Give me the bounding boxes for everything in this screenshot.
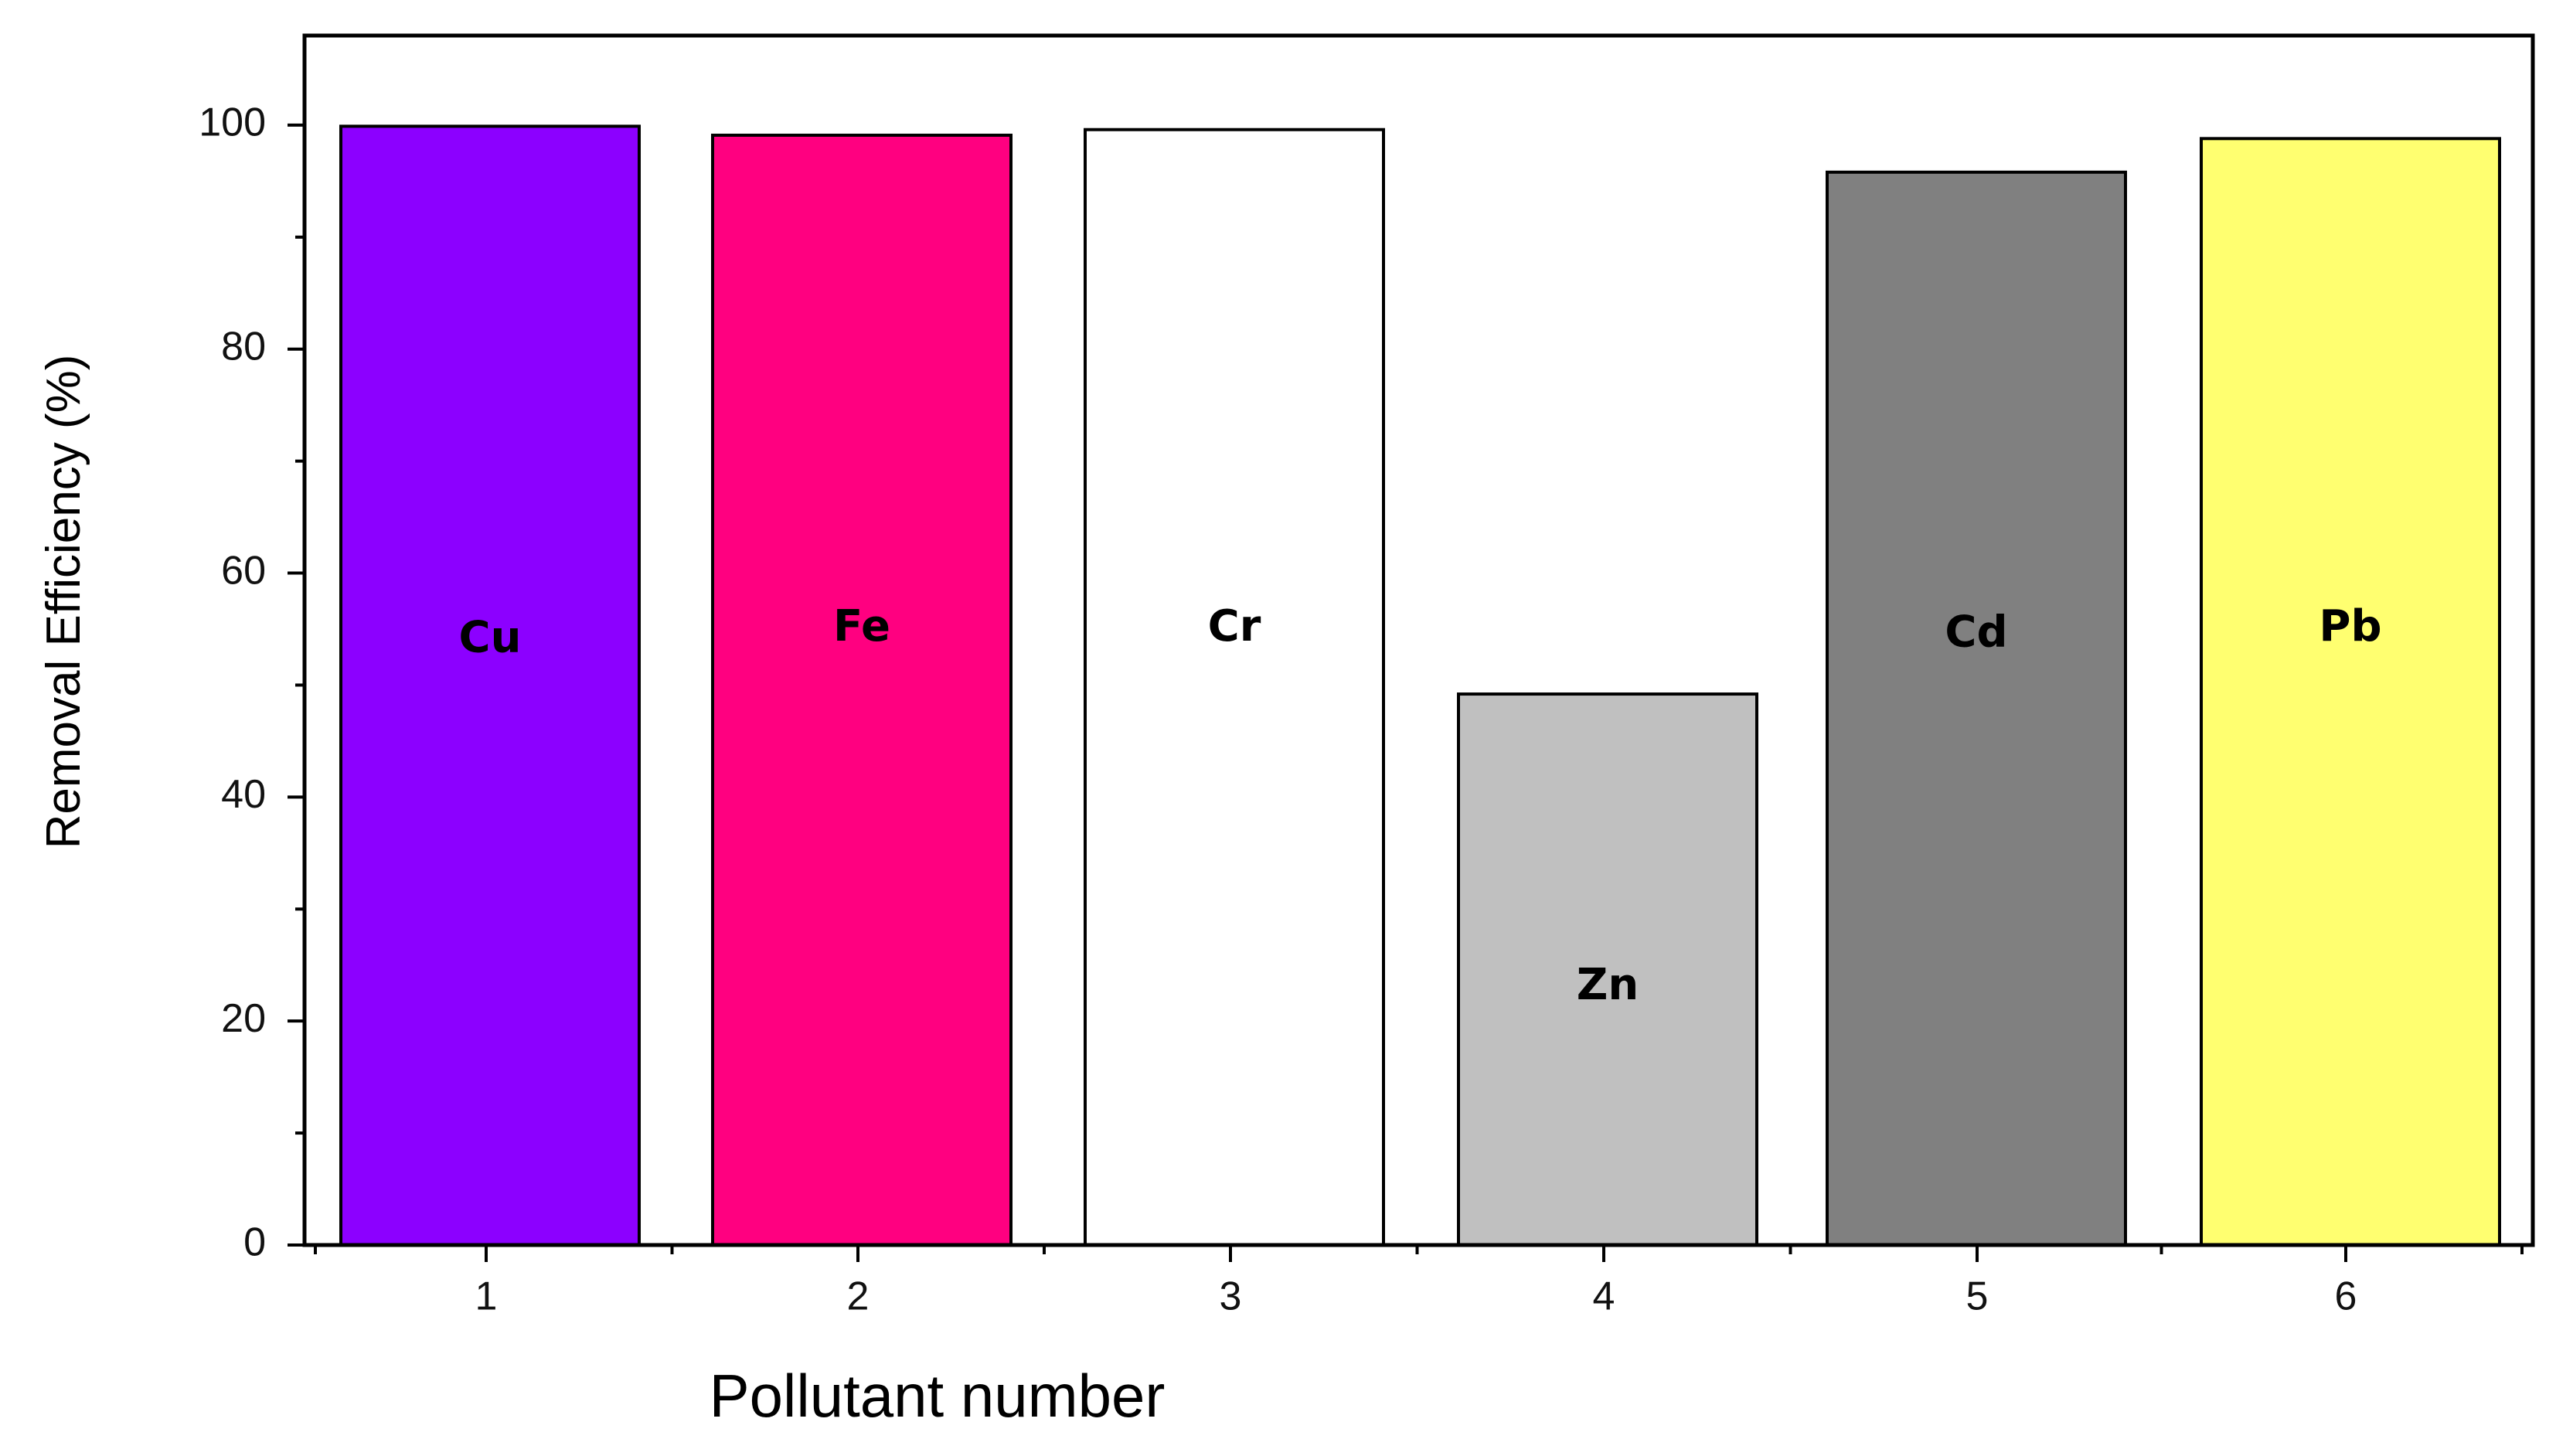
- y-tick-label: 100: [199, 100, 266, 145]
- bar-label-cr: Cr: [1208, 601, 1261, 651]
- x-tick-label: 3: [1220, 1274, 1242, 1319]
- bar-pb: [2200, 137, 2501, 1247]
- x-tick-label: 4: [1593, 1274, 1615, 1319]
- y-tick-label: 0: [243, 1220, 266, 1265]
- x-tick-label: 6: [2335, 1274, 2357, 1319]
- bar-cr: [1084, 128, 1385, 1247]
- bar-label-cd: Cd: [1945, 607, 2007, 657]
- bars: [339, 124, 2501, 1247]
- x-tick-label: 1: [475, 1274, 498, 1319]
- x-tick-label: 2: [847, 1274, 870, 1319]
- bar-label-zn: Zn: [1577, 960, 1639, 1010]
- x-axis-ticks: 1 2 3 4 5 6: [314, 1245, 2524, 1319]
- y-tick-label: 60: [221, 548, 266, 593]
- y-tick-label: 80: [221, 324, 266, 369]
- bar-label-pb: Pb: [2319, 601, 2381, 651]
- bar-label-fe: Fe: [833, 601, 890, 651]
- bar-labels: Cu Fe Cr Zn Cd Pb: [459, 601, 2382, 1010]
- bar-cu: [339, 124, 641, 1247]
- y-axis-ticks: 0 20 40 60 80 100: [199, 100, 305, 1265]
- bar-fe: [711, 133, 1013, 1247]
- x-axis-title: Pollutant number: [710, 1362, 1166, 1430]
- bar-label-cu: Cu: [459, 613, 522, 663]
- x-tick-label: 5: [1966, 1274, 1989, 1319]
- y-axis-title: Removal Efficiency (%): [37, 355, 90, 849]
- y-tick-label: 20: [221, 996, 266, 1041]
- bar-cd: [1826, 170, 2127, 1247]
- bar-zn: [1457, 692, 1758, 1247]
- y-tick-label: 40: [221, 772, 266, 817]
